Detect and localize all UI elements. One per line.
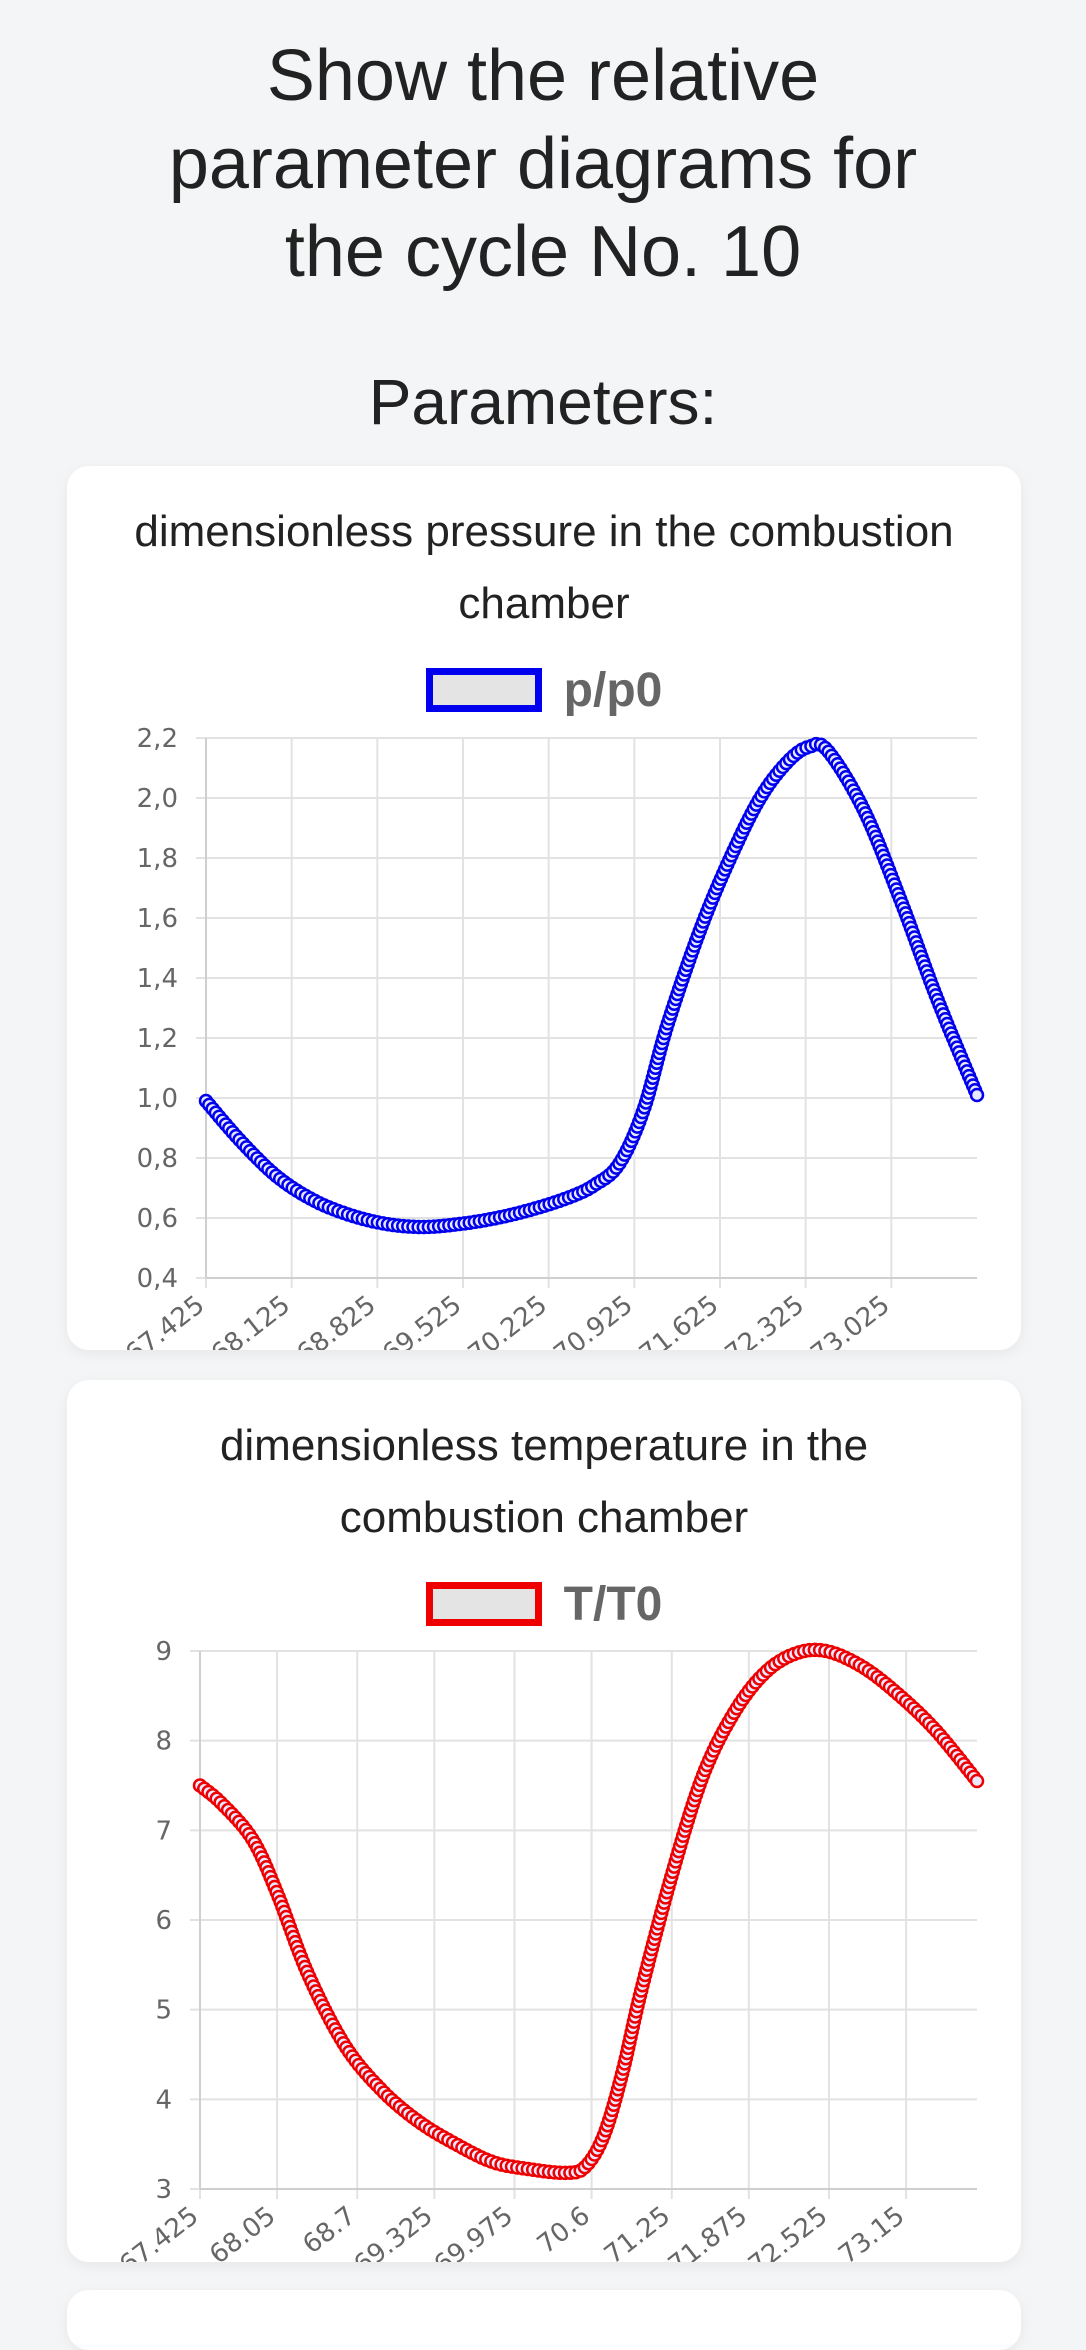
y-tick-label: 1,0 <box>137 1084 178 1114</box>
x-tick-label: 70.6 <box>532 2201 596 2260</box>
temperature-chart-title-line-2: combustion chamber <box>339 1493 749 1542</box>
y-tick-label: 2,2 <box>137 724 178 754</box>
x-tick-label: 72.325 <box>720 1290 810 1350</box>
section-title: Parameters: <box>368 366 718 438</box>
temperature-legend-swatch <box>425 1582 542 1626</box>
x-tick-label: 71.875 <box>663 2201 753 2262</box>
page-title-line-3: the cycle No. 10 <box>284 212 802 292</box>
pressure-chart-title: dimensionless pressure in the combustion… <box>87 496 1001 640</box>
y-tick-label: 2,0 <box>137 784 178 814</box>
pressure-chart-title-line-1: dimensionless pressure in the combustion <box>134 507 954 556</box>
x-tick-label: 68.825 <box>291 1290 381 1350</box>
x-tick-label: 70.225 <box>463 1290 553 1350</box>
x-tick-label: 69.325 <box>348 2201 438 2262</box>
y-tick-label: 1,4 <box>137 964 178 994</box>
chart-1-grid <box>190 1650 977 2199</box>
x-tick-label: 71.625 <box>634 1290 724 1350</box>
y-tick-label: 6 <box>155 1906 172 1936</box>
y-tick-label: 5 <box>155 1996 172 2026</box>
pressure-chart-card: dimensionless pressure in the combustion… <box>67 466 1021 1350</box>
page-title: Show the relative parameter diagrams for… <box>0 32 1086 296</box>
x-tick-label: 67.425 <box>114 2201 204 2262</box>
y-tick-label: 0,8 <box>137 1144 178 1174</box>
y-tick-label: 1,6 <box>137 904 178 934</box>
x-tick-label: 69.975 <box>429 2201 519 2262</box>
y-tick-label: 7 <box>155 1816 172 1846</box>
x-tick-label: 69.525 <box>377 1290 467 1350</box>
y-tick-label: 3 <box>155 2175 172 2205</box>
x-tick-label: 70.925 <box>548 1290 638 1350</box>
pressure-legend-swatch <box>425 668 542 712</box>
y-tick-label: 0,4 <box>137 1264 178 1294</box>
y-tick-label: 9 <box>155 1637 172 1667</box>
temperature-legend-label: T/T0 <box>563 1577 663 1631</box>
x-tick-label: 73.025 <box>805 1290 895 1350</box>
pressure-chart-title-line-2: chamber <box>458 579 630 628</box>
x-tick-label: 68.05 <box>204 2201 281 2262</box>
x-tick-label: 72.525 <box>743 2201 833 2262</box>
page-title-line-2: parameter diagrams for <box>168 124 918 204</box>
temperature-chart-title-line-1: dimensionless temperature in the <box>219 1421 869 1470</box>
x-tick-label: 71.25 <box>599 2201 676 2262</box>
pressure-legend[interactable]: p/p0 <box>67 662 1021 718</box>
y-tick-label: 4 <box>155 2085 172 2115</box>
next-chart-card <box>67 2290 1021 2350</box>
x-tick-label: 68.7 <box>297 2201 361 2260</box>
data-point <box>969 1773 985 1789</box>
temperature-legend[interactable]: T/T0 <box>67 1576 1021 1632</box>
chart-0-markers <box>198 736 985 1235</box>
chart-1-markers <box>192 1642 985 2181</box>
y-tick-label: 8 <box>155 1727 172 1757</box>
pressure-legend-label: p/p0 <box>563 663 663 717</box>
x-tick-label: 73.15 <box>833 2201 910 2262</box>
y-tick-label: 0,6 <box>137 1204 178 1234</box>
x-tick-label: 68.125 <box>206 1290 296 1350</box>
data-point <box>969 1087 985 1103</box>
temperature-chart-title: dimensionless temperature in the combust… <box>87 1410 1001 1554</box>
chart-1-series-line <box>195 1644 982 2178</box>
temperature-chart-card: dimensionless temperature in the combust… <box>67 1380 1021 2262</box>
x-tick-label: 67.425 <box>120 1290 210 1350</box>
page-title-line-1: Show the relative <box>266 36 820 116</box>
pressure-line-chart: 0,4 0,6 0,8 1,0 1,2 1,4 1,6 1,8 2,0 2,2 67.42568.1… <box>120 724 985 1350</box>
y-tick-label: 1,2 <box>137 1024 178 1054</box>
y-tick-label: 1,8 <box>137 844 178 874</box>
